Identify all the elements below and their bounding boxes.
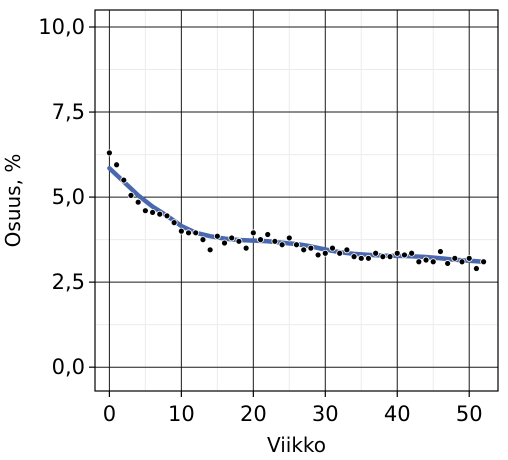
data-point: [242, 244, 250, 252]
y-axis-label: Osuus, %: [1, 154, 25, 248]
data-point: [120, 176, 128, 184]
data-point: [221, 239, 228, 247]
data-point: [415, 258, 423, 266]
data-point: [235, 237, 243, 245]
x-tick-label: 10: [168, 402, 195, 426]
data-point: [228, 234, 236, 242]
data-point: [321, 249, 329, 257]
data-point: [307, 244, 315, 252]
data-point: [271, 237, 279, 245]
data-point: [336, 249, 344, 257]
data-point: [465, 254, 473, 262]
data-point: [285, 234, 293, 242]
x-tick-label: 30: [312, 402, 339, 426]
data-point: [458, 258, 466, 266]
data-point: [134, 198, 142, 206]
data-point: [451, 254, 459, 262]
data-point: [444, 260, 452, 267]
x-tick-label: 40: [384, 402, 411, 426]
data-point: [350, 253, 358, 261]
data-point: [372, 249, 380, 257]
y-tick-label: 2,5: [52, 270, 85, 294]
y-tick-label: 0,0: [52, 355, 85, 379]
x-tick-label: 20: [240, 402, 267, 426]
data-point: [213, 232, 221, 240]
data-point: [393, 249, 401, 257]
data-point: [113, 161, 120, 169]
data-point: [365, 254, 372, 262]
data-point: [480, 258, 488, 266]
data-point: [185, 229, 192, 237]
data-point: [199, 236, 207, 244]
y-tick-label: 10,0: [38, 15, 85, 39]
data-point: [343, 246, 351, 254]
data-point: [429, 258, 437, 266]
plot-frame: [94, 9, 499, 392]
data-point: [314, 251, 322, 259]
y-tick-label: 7,5: [52, 100, 85, 124]
data-point: [386, 253, 394, 261]
data-point: [206, 246, 214, 254]
data-point: [278, 241, 286, 249]
data-point: [141, 207, 149, 215]
data-point: [170, 219, 178, 227]
y-tick-label: 5,0: [52, 185, 85, 209]
data-point: [257, 236, 264, 244]
grid: [95, 10, 498, 391]
data-point: [357, 254, 365, 262]
axis-ticks: 0 10 20 30 40 50 0,0 2,5 5,0 7,5 10,0: [38, 15, 482, 426]
data-point: [264, 231, 272, 238]
data-point: [177, 227, 185, 235]
x-tick-label: 0: [103, 402, 116, 426]
data-point: [408, 249, 416, 257]
x-axis-label: Viikko: [267, 433, 326, 457]
data-point: [401, 251, 408, 259]
data-point: [105, 149, 113, 157]
data-point: [422, 256, 430, 264]
data-point: [156, 210, 164, 218]
x-tick-label: 50: [456, 402, 483, 426]
data-point: [127, 191, 135, 199]
data-point: [437, 248, 444, 255]
data-point: [163, 212, 171, 220]
data-point: [473, 265, 480, 272]
data-point: [329, 244, 336, 252]
data-point: [379, 253, 387, 261]
data-point: [249, 229, 257, 237]
data-points: [105, 149, 488, 272]
data-point: [300, 246, 308, 254]
data-point: [192, 229, 200, 237]
data-point: [149, 209, 156, 216]
data-point: [293, 241, 300, 249]
